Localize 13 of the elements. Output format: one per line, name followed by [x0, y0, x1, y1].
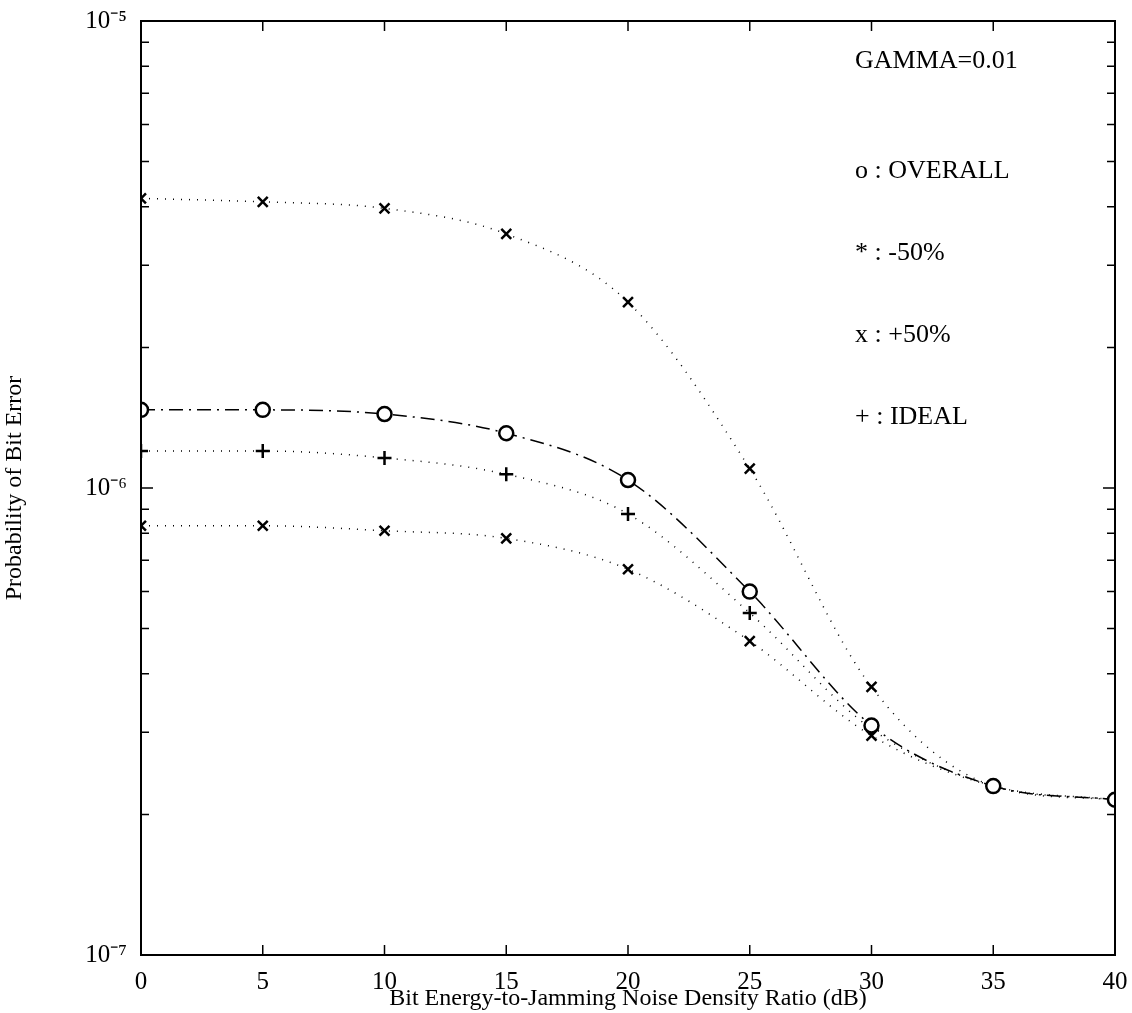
y-tick-label: 10⁻⁷: [85, 939, 127, 967]
x-tick-label: 0: [134, 966, 148, 994]
annotation: + : IDEAL: [855, 400, 968, 430]
y-axis-title: Probability of Bit Error: [0, 375, 26, 601]
annotation: x : +50%: [855, 318, 951, 348]
y-tick-label: 10⁻⁶: [85, 472, 127, 500]
annotation: GAMMA=0.01: [855, 44, 1018, 74]
x-tick-label: 5: [256, 966, 269, 994]
x-tick-label: 35: [980, 966, 1006, 994]
x-tick-label: 40: [1102, 966, 1128, 994]
annotation: o : OVERALL: [855, 154, 1010, 184]
y-tick-label: 10⁻⁵: [85, 5, 127, 33]
annotation: * : -50%: [855, 236, 945, 266]
